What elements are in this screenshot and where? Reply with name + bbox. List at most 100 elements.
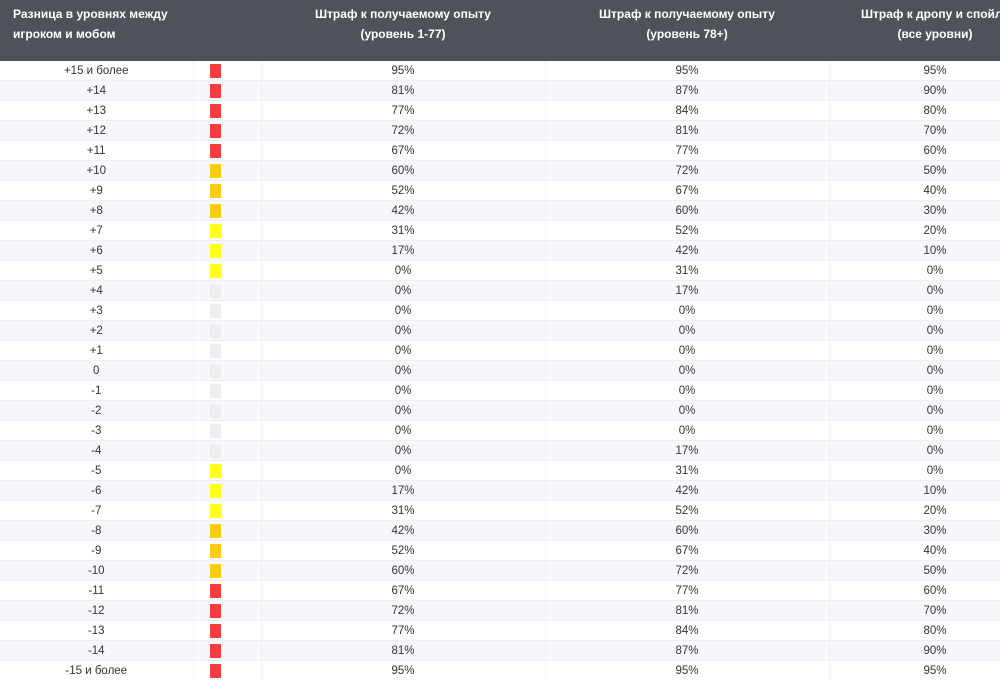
exp-penalty-low-cell: 72% — [261, 600, 546, 621]
drop-penalty-cell: 0% — [829, 460, 1000, 481]
table-row: +7 31% 52% 20% — [0, 220, 1000, 241]
drop-penalty-cell: 0% — [829, 380, 1000, 401]
color-marker-cell — [193, 200, 262, 221]
table-row: -5 0% 31% 0% — [0, 460, 1000, 481]
exp-penalty-high-cell: 95% — [545, 61, 830, 81]
level-diff-cell: -12 — [0, 600, 194, 621]
exp-penalty-low-cell: 0% — [261, 460, 546, 481]
severity-color-square — [209, 63, 221, 78]
exp-penalty-high-cell: 77% — [545, 140, 830, 161]
drop-penalty-cell: 90% — [829, 80, 1000, 101]
table-row: +4 0% 17% 0% — [0, 280, 1000, 301]
drop-penalty-cell: 0% — [829, 320, 1000, 341]
color-marker-cell — [193, 160, 262, 181]
exp-penalty-high-cell: 60% — [545, 200, 830, 221]
exp-penalty-low-cell: 95% — [261, 61, 546, 81]
exp-penalty-high-cell: 52% — [545, 220, 830, 241]
color-marker-cell — [193, 600, 262, 621]
severity-color-square — [209, 623, 221, 638]
color-marker-cell — [193, 620, 262, 641]
level-diff-cell: -14 — [0, 640, 194, 661]
table-row: -9 52% 67% 40% — [0, 540, 1000, 561]
table-row: +9 52% 67% 40% — [0, 180, 1000, 201]
exp-penalty-high-cell: 87% — [545, 80, 830, 101]
level-diff-cell: +1 — [0, 340, 194, 361]
header-exp-penalty-low-line2: (уровень 1-77) — [360, 27, 446, 41]
level-diff-cell: -7 — [0, 500, 194, 521]
severity-color-square — [209, 203, 221, 218]
level-diff-cell: -9 — [0, 540, 194, 561]
header-level-diff: Разница в уровнях между игроком и мобом — [0, 0, 193, 61]
exp-penalty-low-cell: 60% — [261, 560, 546, 581]
table-row: -13 77% 84% 80% — [0, 620, 1000, 641]
color-marker-cell — [193, 380, 262, 401]
color-marker-cell — [193, 220, 262, 241]
drop-penalty-cell: 0% — [829, 300, 1000, 321]
severity-color-square — [209, 83, 221, 98]
color-marker-cell — [193, 440, 262, 461]
severity-color-square — [209, 603, 221, 618]
exp-penalty-low-cell: 60% — [261, 160, 546, 181]
severity-color-square — [209, 443, 221, 458]
exp-penalty-low-cell: 72% — [261, 120, 546, 141]
exp-penalty-low-cell: 67% — [261, 580, 546, 601]
severity-color-square — [209, 323, 221, 338]
drop-penalty-cell: 0% — [829, 420, 1000, 441]
color-marker-cell — [193, 260, 262, 281]
severity-color-square — [209, 583, 221, 598]
exp-penalty-low-cell: 81% — [261, 640, 546, 661]
header-exp-penalty-high-line2: (уровень 78+) — [646, 27, 728, 41]
exp-penalty-low-cell: 0% — [261, 300, 546, 321]
table-row: -7 31% 52% 20% — [0, 500, 1000, 521]
color-marker-cell — [193, 300, 262, 321]
drop-penalty-cell: 50% — [829, 160, 1000, 181]
table-row: -11 67% 77% 60% — [0, 580, 1000, 601]
severity-color-square — [209, 183, 221, 198]
drop-penalty-cell: 0% — [829, 260, 1000, 281]
severity-color-square — [209, 343, 221, 358]
exp-penalty-high-cell: 52% — [545, 500, 830, 521]
level-diff-cell: -5 — [0, 460, 194, 481]
severity-color-square — [209, 523, 221, 538]
level-diff-cell: +8 — [0, 200, 194, 221]
level-diff-cell: +3 — [0, 300, 194, 321]
table-row: -15 и более 95% 95% 95% — [0, 660, 1000, 680]
exp-penalty-low-cell: 81% — [261, 80, 546, 101]
severity-color-square — [209, 363, 221, 378]
color-marker-cell — [193, 560, 262, 581]
table-row: +11 67% 77% 60% — [0, 140, 1000, 161]
exp-penalty-low-cell: 52% — [261, 180, 546, 201]
exp-penalty-low-cell: 0% — [261, 400, 546, 421]
exp-penalty-low-cell: 0% — [261, 440, 546, 461]
color-marker-cell — [193, 320, 262, 341]
exp-penalty-high-cell: 0% — [545, 420, 830, 441]
drop-penalty-cell: 80% — [829, 620, 1000, 641]
level-diff-cell: +11 — [0, 140, 194, 161]
drop-penalty-cell: 10% — [829, 480, 1000, 501]
table-row: -10 60% 72% 50% — [0, 560, 1000, 581]
drop-penalty-cell: 50% — [829, 560, 1000, 581]
level-diff-cell: +13 — [0, 100, 194, 121]
level-diff-cell: -8 — [0, 520, 194, 541]
exp-penalty-high-cell: 0% — [545, 300, 830, 321]
exp-penalty-low-cell: 67% — [261, 140, 546, 161]
color-marker-cell — [193, 360, 262, 381]
exp-penalty-low-cell: 77% — [261, 100, 546, 121]
exp-penalty-high-cell: 42% — [545, 240, 830, 261]
header-color-marker — [193, 0, 261, 61]
color-marker-cell — [193, 520, 262, 541]
exp-penalty-low-cell: 77% — [261, 620, 546, 641]
severity-color-square — [209, 403, 221, 418]
level-diff-cell: -6 — [0, 480, 194, 501]
level-diff-cell: +7 — [0, 220, 194, 241]
drop-penalty-cell: 95% — [829, 660, 1000, 680]
drop-penalty-cell: 20% — [829, 500, 1000, 521]
exp-penalty-high-cell: 67% — [545, 540, 830, 561]
severity-color-square — [209, 383, 221, 398]
table-row: +8 42% 60% 30% — [0, 200, 1000, 221]
color-marker-cell — [193, 400, 262, 421]
color-marker-cell — [193, 580, 262, 601]
table-row: +15 и более 95% 95% 95% — [0, 61, 1000, 81]
exp-penalty-low-cell: 42% — [261, 520, 546, 541]
